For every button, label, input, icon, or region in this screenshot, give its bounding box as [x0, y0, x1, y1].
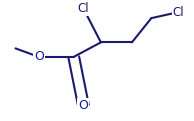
Text: O: O	[34, 50, 44, 63]
Text: Cl: Cl	[78, 2, 89, 15]
Text: O: O	[79, 99, 88, 112]
Text: Cl: Cl	[173, 6, 184, 19]
